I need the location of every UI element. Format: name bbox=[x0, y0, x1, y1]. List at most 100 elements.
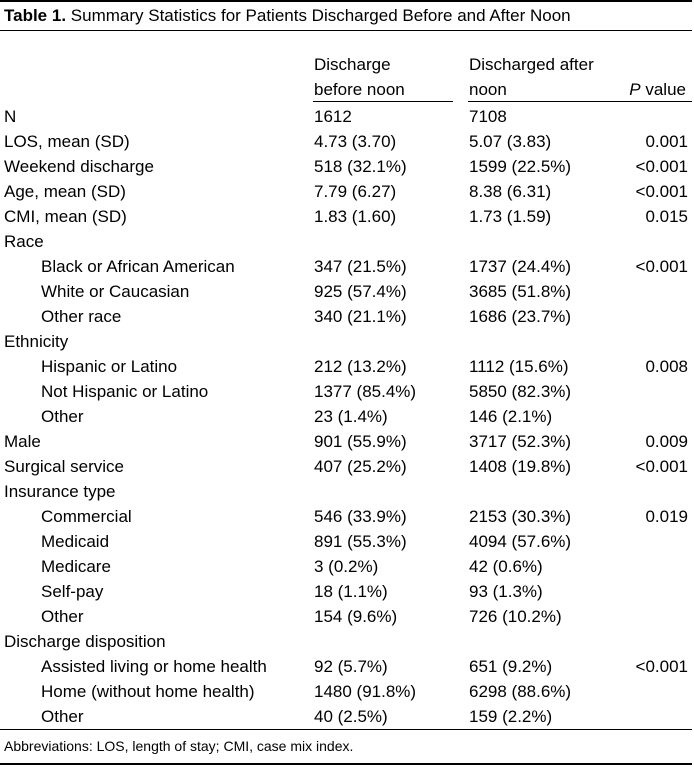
table-row: Ethnicity bbox=[0, 329, 692, 354]
table-row: Hispanic or Latino 212 (13.2%) 1112 (15.6%… bbox=[0, 354, 692, 379]
table-row: Weekend discharge 518 (32.1%) 1599 (22.5%)… bbox=[0, 154, 692, 179]
after-noon-value: 42 (0.6%) bbox=[469, 557, 543, 576]
after-noon-value: 1.73 (1.59) bbox=[469, 207, 552, 226]
table-row: Male 901 (55.9%) 3717 (52.3%) 0.009 bbox=[0, 429, 692, 454]
after-noon-value: 2153 (30.3%) bbox=[469, 507, 572, 526]
header-rule-before bbox=[313, 101, 453, 102]
row-label: Age, mean (SD) bbox=[4, 182, 126, 201]
before-noon-value: 154 (9.6%) bbox=[314, 607, 398, 626]
after-noon-value: 8.38 (6.31) bbox=[469, 182, 552, 201]
after-noon-value: 146 (2.1%) bbox=[469, 407, 553, 426]
after-noon-value: 3685 (51.8%) bbox=[469, 282, 572, 301]
row-label: Insurance type bbox=[4, 482, 116, 501]
table-row: Medicaid 891 (55.3%) 4094 (57.6%) bbox=[0, 529, 692, 554]
row-label: Assisted living or home health bbox=[41, 657, 267, 676]
header-after-line1: Discharged after bbox=[469, 55, 594, 74]
table-row: Insurance type bbox=[0, 479, 692, 504]
header-p-value: P value bbox=[629, 77, 686, 102]
p-value: <0.001 bbox=[635, 257, 688, 276]
after-noon-value: 651 (9.2%) bbox=[469, 657, 553, 676]
row-label: CMI, mean (SD) bbox=[4, 207, 127, 226]
p-value: 0.019 bbox=[645, 507, 688, 526]
before-noon-value: 407 (25.2%) bbox=[314, 457, 407, 476]
p-value: 0.001 bbox=[645, 132, 688, 151]
table-caption: Table 1. Summary Statistics for Patients… bbox=[4, 6, 571, 26]
row-label: White or Caucasian bbox=[41, 282, 190, 301]
before-noon-value: 23 (1.4%) bbox=[314, 407, 388, 426]
before-noon-value: 3 (0.2%) bbox=[314, 557, 379, 576]
before-noon-value: 925 (57.4%) bbox=[314, 282, 407, 301]
p-value: <0.001 bbox=[635, 182, 688, 201]
table-row: Race bbox=[0, 229, 692, 254]
header-before-line2: before noon bbox=[314, 80, 405, 99]
before-noon-value: 518 (32.1%) bbox=[314, 157, 407, 176]
row-label: N bbox=[4, 107, 17, 126]
row-label: Home (without home health) bbox=[41, 682, 255, 701]
before-noon-value: 1612 bbox=[314, 107, 352, 126]
header-before-line1: Discharge bbox=[314, 55, 391, 74]
before-noon-value: 212 (13.2%) bbox=[314, 357, 407, 376]
after-noon-value: 1112 (15.6%) bbox=[469, 357, 569, 376]
after-noon-value: 1737 (24.4%) bbox=[469, 257, 572, 276]
p-value: <0.001 bbox=[635, 657, 688, 676]
row-label: Race bbox=[4, 232, 44, 251]
footer-rule bbox=[0, 763, 692, 765]
p-value: 0.009 bbox=[645, 432, 688, 451]
after-noon-value: 1599 (22.5%) bbox=[469, 157, 572, 176]
after-noon-value: 7108 bbox=[469, 107, 507, 126]
header-p-rest: value bbox=[640, 80, 686, 99]
row-label: Ethnicity bbox=[4, 332, 69, 351]
after-noon-value: 6298 (88.6%) bbox=[469, 682, 572, 701]
row-label: Discharge disposition bbox=[4, 632, 166, 651]
row-label: Medicare bbox=[41, 557, 111, 576]
before-noon-value: 92 (5.7%) bbox=[314, 657, 388, 676]
before-noon-value: 347 (21.5%) bbox=[314, 257, 407, 276]
table-row: Other race 340 (21.1%) 1686 (23.7%) bbox=[0, 304, 692, 329]
before-noon-value: 891 (55.3%) bbox=[314, 532, 407, 551]
after-noon-value: 1686 (23.7%) bbox=[469, 307, 572, 326]
before-noon-value: 340 (21.1%) bbox=[314, 307, 407, 326]
table-title: Summary Statistics for Patients Discharg… bbox=[66, 6, 571, 25]
row-label: Not Hispanic or Latino bbox=[41, 382, 209, 401]
after-noon-value: 726 (10.2%) bbox=[469, 607, 562, 626]
after-noon-value: 93 (1.3%) bbox=[469, 582, 543, 601]
before-noon-value: 1.83 (1.60) bbox=[314, 207, 397, 226]
before-noon-value: 1377 (85.4%) bbox=[314, 382, 417, 401]
table-row: LOS, mean (SD) 4.73 (3.70) 5.07 (3.83) 0.00… bbox=[0, 129, 692, 154]
before-noon-value: 40 (2.5%) bbox=[314, 707, 388, 726]
before-noon-value: 7.79 (6.27) bbox=[314, 182, 397, 201]
table-row: CMI, mean (SD) 1.83 (1.60) 1.73 (1.59) 0.01… bbox=[0, 204, 692, 229]
after-noon-value: 4094 (57.6%) bbox=[469, 532, 572, 551]
header-p-italic: P bbox=[629, 80, 641, 99]
header-after-line2: noon bbox=[469, 80, 507, 99]
bottom-rule bbox=[0, 729, 692, 730]
row-label: Other bbox=[41, 607, 84, 626]
p-value: 0.008 bbox=[645, 357, 688, 376]
table-row: Home (without home health) 1480 (91.8%) 62… bbox=[0, 679, 692, 704]
before-noon-value: 1480 (91.8%) bbox=[314, 682, 417, 701]
table-row: N 1612 7108 bbox=[0, 104, 692, 129]
row-label: Other race bbox=[41, 307, 122, 326]
after-noon-value: 5850 (82.3%) bbox=[469, 382, 572, 401]
table-row: Assisted living or home health 92 (5.7%) 6… bbox=[0, 654, 692, 679]
table-footnote: Abbreviations: LOS, length of stay; CMI,… bbox=[4, 738, 354, 754]
row-label: Black or African American bbox=[41, 257, 235, 276]
row-label: Other bbox=[41, 407, 84, 426]
row-label: Surgical service bbox=[4, 457, 124, 476]
top-rule bbox=[0, 0, 692, 2]
table-row: Not Hispanic or Latino 1377 (85.4%) 5850 (… bbox=[0, 379, 692, 404]
row-label: Commercial bbox=[41, 507, 132, 526]
header-rule-after bbox=[468, 101, 692, 102]
table-number: Table 1. bbox=[4, 6, 67, 25]
p-value: <0.001 bbox=[635, 157, 688, 176]
row-label: Other bbox=[41, 707, 84, 726]
p-value: <0.001 bbox=[635, 457, 688, 476]
table-row: White or Caucasian 925 (57.4%) 3685 (51.8%… bbox=[0, 279, 692, 304]
before-noon-value: 4.73 (3.70) bbox=[314, 132, 397, 151]
table-row: Age, mean (SD) 7.79 (6.27) 8.38 (6.31) <0.0… bbox=[0, 179, 692, 204]
table-row: Black or African American 347 (21.5%) 1737… bbox=[0, 254, 692, 279]
table-row: Surgical service 407 (25.2%) 1408 (19.8%) <… bbox=[0, 454, 692, 479]
table-row: Commercial 546 (33.9%) 2153 (30.3%) 0.019 bbox=[0, 504, 692, 529]
before-noon-value: 18 (1.1%) bbox=[314, 582, 388, 601]
